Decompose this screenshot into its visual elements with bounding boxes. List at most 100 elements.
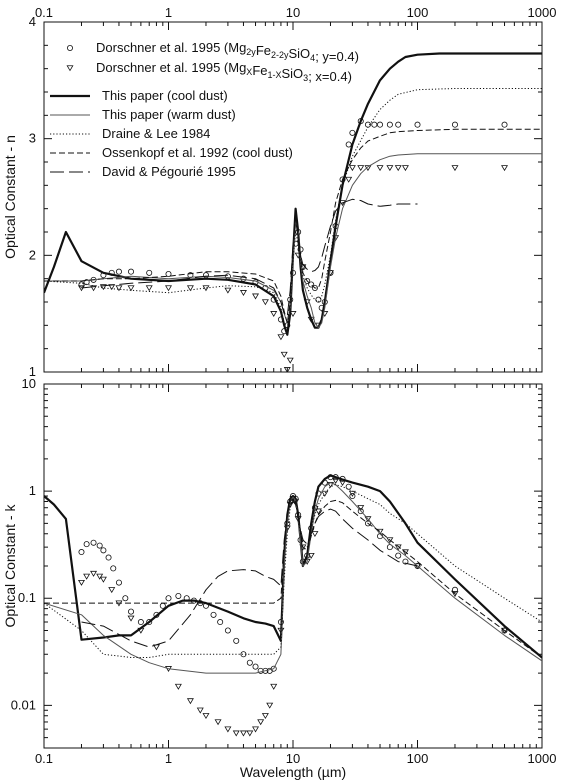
data-point-triangle bbox=[357, 165, 365, 172]
data-point-circle bbox=[165, 270, 172, 277]
legend-marker-circle bbox=[67, 45, 74, 52]
data-point-triangle bbox=[115, 285, 123, 292]
data-point-circle bbox=[115, 579, 122, 586]
data-point-triangle bbox=[451, 165, 459, 172]
data-point-triangle bbox=[246, 730, 254, 737]
legend-label-david: David & Pégourié 1995 bbox=[102, 164, 236, 179]
data-point-circle bbox=[90, 539, 97, 546]
x-axis-label: Wavelength (µm) bbox=[240, 764, 346, 780]
data-point-triangle bbox=[202, 713, 210, 720]
series-line-thin-solid bbox=[44, 153, 542, 329]
data-point-triangle bbox=[224, 287, 232, 294]
data-point-triangle bbox=[345, 176, 353, 183]
data-point-triangle bbox=[376, 165, 384, 172]
data-point-triangle bbox=[90, 285, 98, 292]
data-point-circle bbox=[402, 558, 409, 565]
y-axis-label: Optical Constant - k bbox=[2, 504, 18, 628]
x-tick-label: 1000 bbox=[528, 5, 557, 20]
x-tick-label: 0.1 bbox=[35, 751, 53, 766]
legend-label-warm: This paper (warm dust) bbox=[102, 107, 236, 122]
data-point-circle bbox=[105, 554, 112, 561]
data-point-triangle bbox=[239, 290, 247, 296]
data-point-circle bbox=[224, 627, 231, 634]
data-point-triangle bbox=[90, 570, 98, 577]
legend-label-draine: Draine & Lee 1984 bbox=[102, 126, 210, 141]
data-point-circle bbox=[83, 279, 90, 286]
data-point-circle bbox=[349, 129, 356, 136]
series-line-thin-solid bbox=[44, 482, 542, 674]
data-point-triangle bbox=[311, 531, 319, 538]
data-point-circle bbox=[304, 277, 311, 284]
x-tick-label: 10 bbox=[286, 751, 300, 766]
x-tick-label: 1000 bbox=[528, 751, 557, 766]
data-point-circle bbox=[165, 595, 172, 602]
plot-frame bbox=[43, 383, 543, 749]
data-point-triangle bbox=[186, 698, 194, 705]
series-line-dashed bbox=[44, 128, 542, 324]
y-tick-label: 1 bbox=[29, 364, 36, 379]
data-point-circle bbox=[210, 611, 217, 618]
data-point-triangle bbox=[261, 713, 269, 720]
data-point-triangle bbox=[280, 351, 288, 358]
data-point-triangle bbox=[314, 508, 322, 515]
y-axis-label: Optical Constant - n bbox=[2, 135, 18, 259]
x-tick-label: 100 bbox=[407, 5, 429, 20]
data-point-circle bbox=[146, 269, 153, 276]
data-point-triangle bbox=[239, 730, 247, 737]
data-point-circle bbox=[357, 508, 364, 515]
data-point-triangle bbox=[332, 478, 340, 485]
data-point-triangle bbox=[261, 299, 269, 306]
data-point-triangle bbox=[174, 683, 182, 690]
data-point-circle bbox=[252, 663, 259, 670]
series-line-thick-solid bbox=[44, 474, 542, 659]
legend-label-dor_oli: Dorschner et al. 1995 (Mg2yFe2-2ySiO4; y… bbox=[96, 40, 359, 64]
data-point-circle bbox=[246, 659, 253, 666]
data-point-circle bbox=[270, 665, 277, 672]
series-line-thick-solid bbox=[44, 52, 542, 336]
data-point-triangle bbox=[127, 285, 135, 292]
data-point-circle bbox=[78, 549, 85, 556]
data-point-triangle bbox=[401, 165, 409, 172]
data-point-triangle bbox=[270, 683, 278, 690]
data-point-circle bbox=[137, 619, 144, 626]
data-point-triangle bbox=[99, 284, 107, 291]
y-tick-label: 3 bbox=[29, 131, 36, 146]
data-point-triangle bbox=[270, 311, 278, 317]
bottom-panel: 0.1 1 10 100 1000 0.01 0.1 1 10 Optical Constant … bbox=[2, 376, 556, 780]
data-point-triangle bbox=[196, 707, 204, 714]
data-point-triangle bbox=[364, 516, 372, 523]
data-point-circle bbox=[217, 619, 224, 626]
y-tick-label: 1 bbox=[29, 483, 36, 498]
legend-marker-triangle bbox=[66, 65, 74, 72]
data-point-triangle bbox=[99, 576, 107, 583]
legend: Dorschner et al. 1995 (Mg2yFe2-2ySiO4; y… bbox=[50, 40, 359, 179]
data-point-triangle bbox=[501, 165, 509, 172]
data-point-circle bbox=[110, 565, 117, 572]
data-point-circle bbox=[349, 493, 356, 500]
legend-label-cool: This paper (cool dust) bbox=[102, 88, 228, 103]
data-point-circle bbox=[122, 595, 129, 602]
plot-area bbox=[44, 52, 542, 372]
data-point-circle bbox=[175, 592, 182, 599]
data-point-triangle bbox=[286, 357, 294, 364]
data-point-circle bbox=[78, 281, 85, 288]
data-point-triangle bbox=[186, 285, 194, 292]
series-line-dashed bbox=[44, 498, 542, 658]
data-point-circle bbox=[83, 541, 90, 548]
data-point-circle bbox=[100, 547, 107, 554]
data-point-circle bbox=[386, 121, 393, 128]
data-point-triangle bbox=[394, 165, 402, 172]
y-tick-label: 0.01 bbox=[11, 697, 36, 712]
data-point-triangle bbox=[321, 490, 329, 497]
data-point-circle bbox=[371, 121, 378, 128]
data-point-circle bbox=[308, 281, 315, 288]
x-tick-label: 100 bbox=[407, 751, 429, 766]
x-tick-label: 0.1 bbox=[35, 5, 53, 20]
data-point-triangle bbox=[252, 293, 260, 300]
x-tick-label: 1 bbox=[165, 5, 172, 20]
data-point-triangle bbox=[77, 579, 85, 586]
y-tick-label: 2 bbox=[29, 247, 36, 262]
data-point-circle bbox=[128, 268, 135, 275]
data-point-circle bbox=[128, 608, 135, 615]
